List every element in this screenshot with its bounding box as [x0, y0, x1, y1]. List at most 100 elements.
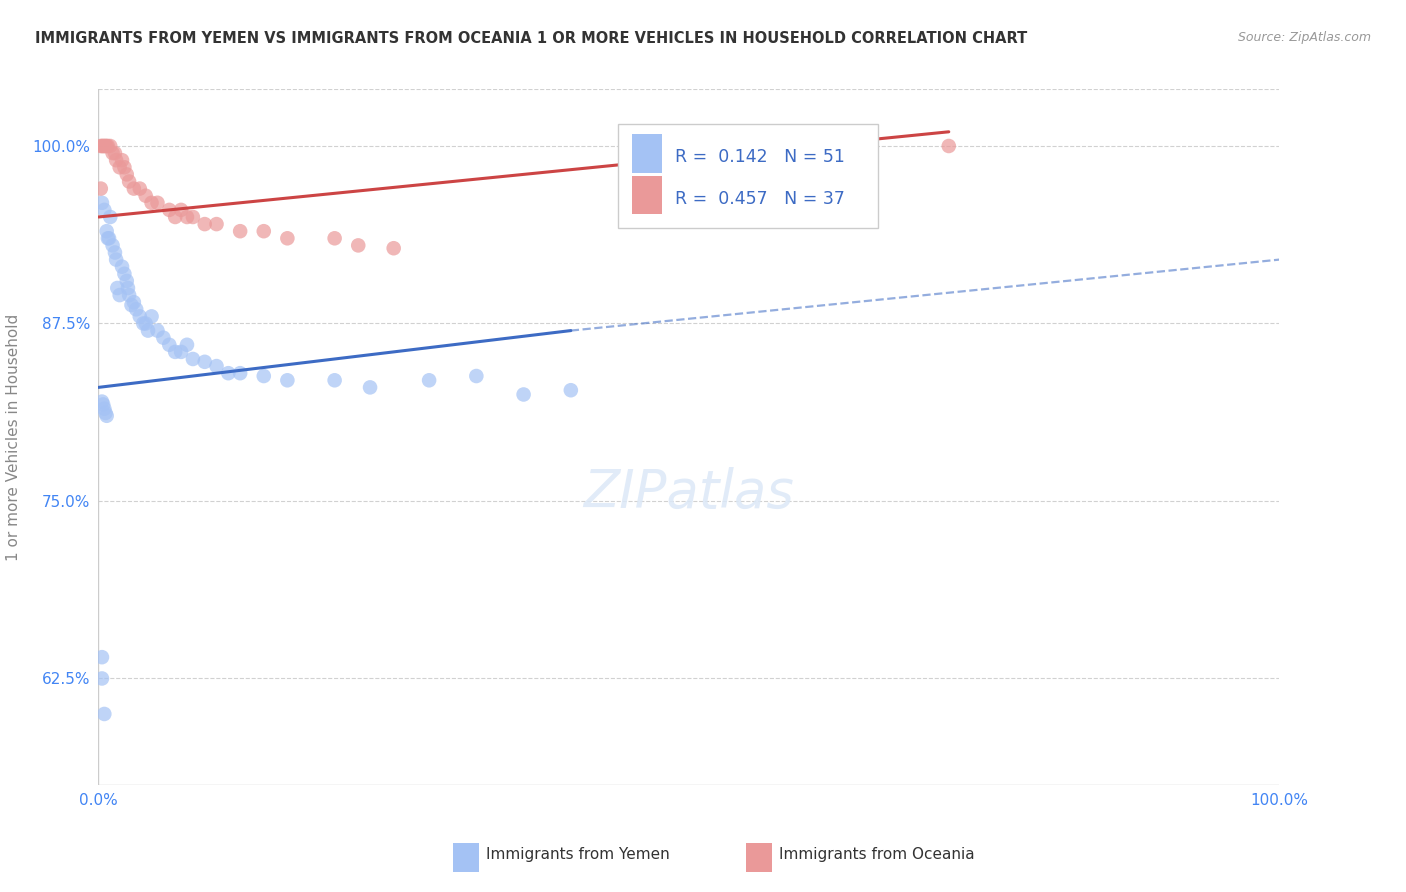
- Point: [105, 281, 128, 295]
- Point: [93, 401, 115, 416]
- Point: [205, 217, 228, 231]
- Point: [122, 181, 145, 195]
- Point: [135, 317, 157, 331]
- Point: [418, 373, 440, 387]
- Point: [176, 338, 198, 352]
- Point: [118, 174, 141, 188]
- Point: [382, 241, 405, 255]
- Text: IMMIGRANTS FROM YEMEN VS IMMIGRANTS FROM OCEANIA 1 OR MORE VEHICLES IN HOUSEHOLD: IMMIGRANTS FROM YEMEN VS IMMIGRANTS FROM…: [35, 31, 1028, 46]
- Text: R =  0.457   N = 37: R = 0.457 N = 37: [675, 190, 845, 208]
- Point: [104, 146, 127, 161]
- Point: [90, 139, 112, 153]
- Point: [96, 139, 118, 153]
- FancyBboxPatch shape: [633, 135, 662, 173]
- Point: [146, 195, 169, 210]
- Point: [157, 338, 180, 352]
- Point: [117, 281, 139, 295]
- Point: [465, 369, 488, 384]
- Point: [91, 195, 114, 210]
- Point: [91, 139, 114, 153]
- Point: [181, 351, 204, 366]
- Point: [276, 373, 298, 387]
- Point: [128, 181, 150, 195]
- FancyBboxPatch shape: [745, 843, 772, 872]
- Text: R =  0.142   N = 51: R = 0.142 N = 51: [675, 148, 845, 167]
- Point: [229, 224, 252, 238]
- Point: [512, 387, 534, 401]
- Point: [91, 650, 114, 665]
- Point: [135, 188, 157, 202]
- Point: [101, 146, 124, 161]
- Point: [111, 153, 134, 168]
- Point: [93, 706, 115, 721]
- Point: [91, 139, 114, 153]
- Point: [125, 302, 148, 317]
- Point: [98, 139, 121, 153]
- Point: [276, 231, 298, 245]
- Point: [560, 383, 582, 397]
- Point: [359, 380, 381, 394]
- Point: [194, 355, 217, 369]
- Point: [97, 231, 120, 245]
- Point: [217, 366, 239, 380]
- Point: [115, 274, 138, 288]
- Point: [115, 168, 138, 182]
- Point: [146, 324, 169, 338]
- Point: [91, 672, 114, 686]
- Point: [136, 324, 159, 338]
- Point: [323, 373, 346, 387]
- Point: [96, 224, 118, 238]
- Point: [165, 210, 187, 224]
- Point: [205, 359, 228, 373]
- Point: [90, 181, 112, 195]
- Point: [141, 195, 163, 210]
- Point: [94, 139, 117, 153]
- Point: [128, 310, 150, 324]
- Point: [94, 406, 117, 420]
- Point: [112, 161, 135, 175]
- Point: [118, 288, 141, 302]
- Point: [170, 202, 193, 217]
- Point: [105, 153, 128, 168]
- Point: [91, 397, 114, 411]
- Point: [93, 202, 115, 217]
- Y-axis label: 1 or more Vehicles in Household: 1 or more Vehicles in Household: [6, 313, 21, 561]
- Point: [98, 210, 121, 224]
- Point: [170, 344, 193, 359]
- Point: [938, 139, 960, 153]
- Point: [157, 202, 180, 217]
- Point: [229, 366, 252, 380]
- Point: [141, 310, 163, 324]
- Point: [323, 231, 346, 245]
- Point: [105, 252, 128, 267]
- Point: [176, 210, 198, 224]
- Point: [101, 238, 124, 252]
- FancyBboxPatch shape: [453, 843, 478, 872]
- Point: [104, 245, 127, 260]
- FancyBboxPatch shape: [619, 124, 877, 228]
- Point: [91, 394, 114, 409]
- Text: Immigrants from Oceania: Immigrants from Oceania: [779, 847, 974, 862]
- Point: [108, 161, 131, 175]
- Point: [347, 238, 370, 252]
- Point: [121, 298, 143, 312]
- Point: [111, 260, 134, 274]
- Text: Source: ZipAtlas.com: Source: ZipAtlas.com: [1237, 31, 1371, 45]
- Point: [96, 409, 118, 423]
- Point: [98, 231, 121, 245]
- Point: [181, 210, 204, 224]
- Point: [165, 344, 187, 359]
- Point: [132, 317, 155, 331]
- Text: ZIPatlas: ZIPatlas: [583, 467, 794, 519]
- FancyBboxPatch shape: [633, 176, 662, 214]
- Point: [152, 331, 174, 345]
- Point: [253, 369, 276, 384]
- Point: [97, 139, 120, 153]
- Point: [122, 295, 145, 310]
- Point: [796, 139, 818, 153]
- Point: [194, 217, 217, 231]
- Point: [108, 288, 131, 302]
- Point: [253, 224, 276, 238]
- Text: Immigrants from Yemen: Immigrants from Yemen: [486, 847, 669, 862]
- Point: [93, 139, 115, 153]
